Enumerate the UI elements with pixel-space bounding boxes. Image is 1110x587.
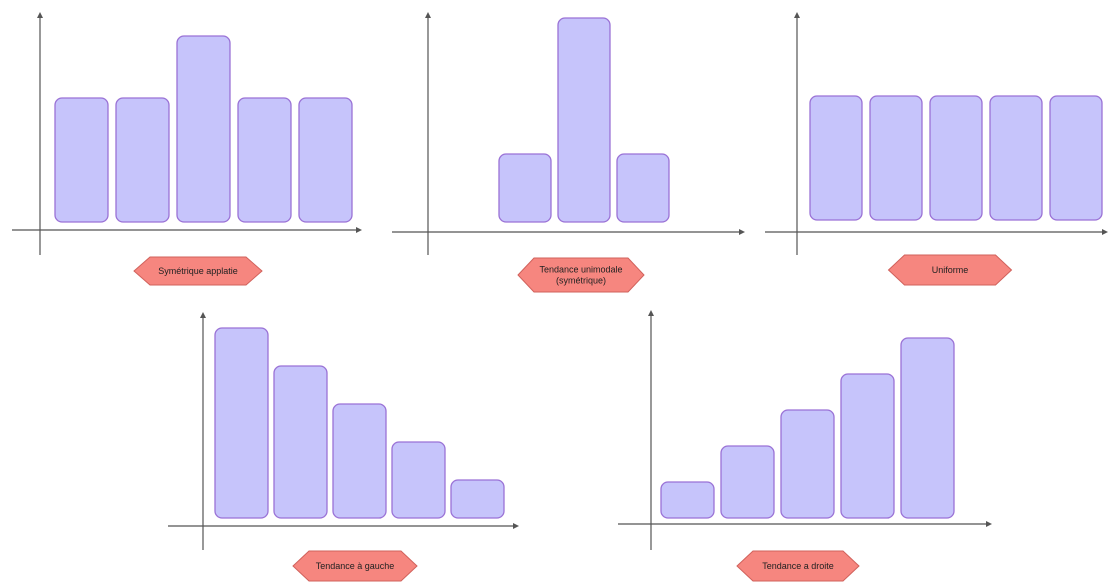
histogram-bar: [273, 365, 328, 519]
histogram-bar: [809, 95, 863, 221]
histogram-bar: [332, 403, 387, 519]
histogram-bar: [720, 445, 775, 519]
x-axis-arrow-icon: [1102, 229, 1108, 235]
distribution-label-text: Tendance unimodale: [539, 265, 622, 275]
y-axis-arrow-icon: [794, 12, 800, 18]
histogram-bar: [391, 441, 446, 519]
distribution-label-text: Uniforme: [932, 265, 969, 275]
histogram-bar: [929, 95, 983, 221]
y-axis-arrow-icon: [648, 310, 654, 316]
x-axis-arrow-icon: [356, 227, 362, 233]
panel-uniforme: Uniforme: [765, 12, 1108, 286]
distribution-label-text: Tendance à gauche: [316, 561, 395, 571]
x-axis-arrow-icon: [739, 229, 745, 235]
panel-tendance-a-gauche: Tendance à gauche: [168, 312, 519, 582]
distribution-label-text: Symétrique applatie: [158, 266, 238, 276]
distribution-label-hexagon: [736, 550, 860, 582]
distribution-label-hexagon: [887, 254, 1013, 286]
histogram-bar: [450, 479, 505, 519]
y-axis-arrow-icon: [200, 312, 206, 318]
distribution-label-hexagon: [517, 257, 645, 293]
x-axis-arrow-icon: [986, 521, 992, 527]
distribution-label-text: (symétrique): [556, 276, 606, 286]
distribution-label-text: Tendance a droite: [762, 561, 834, 571]
histogram-bar: [498, 153, 552, 223]
histogram-bar: [840, 373, 895, 519]
histogram-bar: [237, 97, 292, 223]
histogram-bar: [780, 409, 835, 519]
panel-symetrique-applatie: Symétrique applatie: [12, 12, 362, 286]
distribution-label-hexagon: [292, 550, 418, 582]
histogram-bar: [616, 153, 670, 223]
histogram-bar: [214, 327, 269, 519]
panel-tendance-unimodale: Tendance unimodale(symétrique): [392, 12, 745, 293]
histogram-bar: [660, 481, 715, 519]
distribution-label-hexagon: [133, 256, 263, 286]
histogram-bar: [298, 97, 353, 223]
histogram-bar: [869, 95, 923, 221]
x-axis-arrow-icon: [513, 523, 519, 529]
histogram-bar: [900, 337, 955, 519]
histogram-bar: [115, 97, 170, 223]
y-axis-arrow-icon: [425, 12, 431, 18]
y-axis-arrow-icon: [37, 12, 43, 18]
panel-tendance-a-droite: Tendance a droite: [618, 310, 992, 582]
histogram-bar: [989, 95, 1043, 221]
histogram-bar: [54, 97, 109, 223]
histogram-bar: [1049, 95, 1103, 221]
histogram-bar: [176, 35, 231, 223]
histogram-bar: [557, 17, 611, 223]
